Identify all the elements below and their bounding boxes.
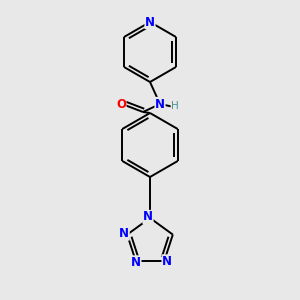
Text: H: H <box>171 101 179 111</box>
Text: N: N <box>155 98 165 110</box>
Text: N: N <box>143 211 153 224</box>
Text: N: N <box>162 255 172 268</box>
Text: N: N <box>145 16 155 28</box>
Text: N: N <box>119 227 129 240</box>
Text: N: N <box>131 256 141 269</box>
Text: O: O <box>116 98 126 110</box>
